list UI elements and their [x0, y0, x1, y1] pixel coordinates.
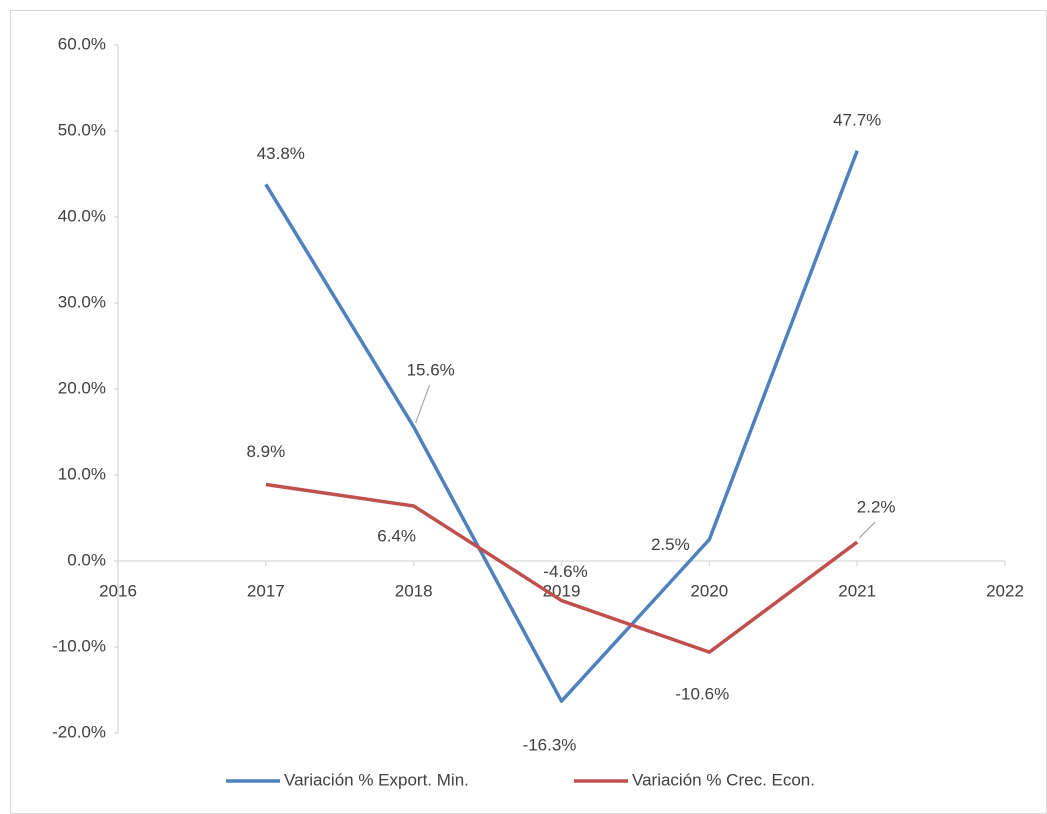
leader-line	[858, 521, 876, 539]
x-tick-label: 2020	[690, 581, 728, 600]
legend-label: Variación % Export. Min.	[284, 770, 469, 789]
data-label: -10.6%	[675, 685, 729, 704]
data-label: 15.6%	[407, 360, 455, 379]
x-tick-label: 2017	[247, 581, 285, 600]
data-label: 2.2%	[857, 498, 896, 517]
data-label: 2.5%	[651, 535, 690, 554]
y-tick-label: 50.0%	[58, 120, 106, 139]
x-tick-label: 2018	[395, 581, 433, 600]
y-tick-label: 40.0%	[58, 206, 106, 225]
series-line	[265, 482, 859, 654]
x-tick-label: 2021	[838, 581, 876, 600]
y-tick-label: -10.0%	[52, 636, 106, 655]
leader-line	[415, 384, 431, 424]
chart-border	[10, 10, 1047, 814]
y-tick-label: 0.0%	[67, 550, 106, 569]
y-tick-label: 10.0%	[58, 464, 106, 483]
data-label: -4.6%	[543, 562, 587, 581]
y-tick-label: 30.0%	[58, 292, 106, 311]
data-label: 43.8%	[257, 144, 305, 163]
y-tick-label: 20.0%	[58, 378, 106, 397]
y-tick-label: -20.0%	[52, 722, 106, 741]
data-label: 6.4%	[377, 526, 416, 545]
legend-label: Variación % Crec. Econ.	[632, 770, 815, 789]
data-label: 47.7%	[833, 110, 881, 129]
data-label: -16.3%	[523, 736, 577, 755]
data-label: 8.9%	[246, 442, 285, 461]
y-tick-label: 60.0%	[58, 34, 106, 53]
x-tick-label: 2016	[99, 581, 137, 600]
series-line	[264, 150, 859, 703]
x-tick-label: 2022	[986, 581, 1024, 600]
